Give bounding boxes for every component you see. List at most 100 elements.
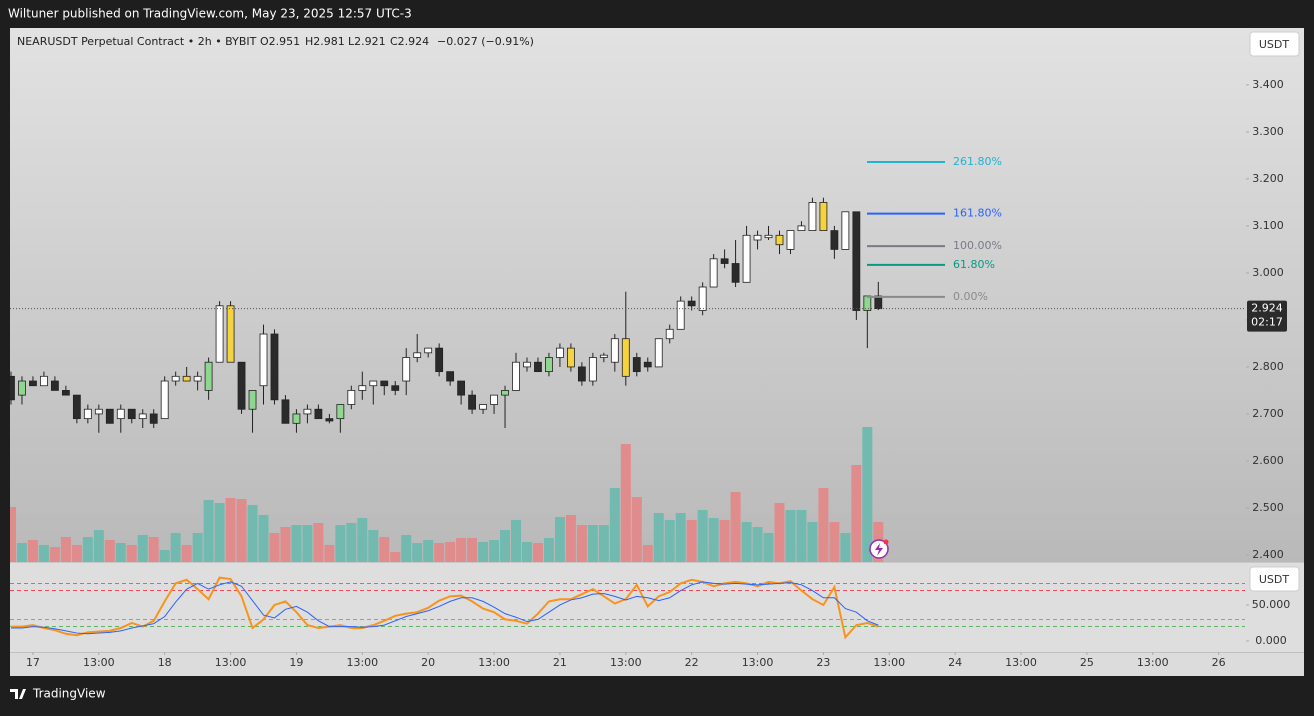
y-tick-label: 50.000	[1252, 598, 1291, 611]
volume-bar	[851, 465, 862, 562]
volume-bar	[269, 533, 280, 562]
candle-body	[336, 404, 345, 420]
countdown: 02:17	[1251, 316, 1283, 329]
legend: NEARUSDT Perpetual Contract • 2h • BYBIT…	[17, 35, 534, 48]
volume-bar	[280, 527, 291, 562]
volume-bar	[170, 533, 181, 562]
candle-body	[556, 347, 564, 358]
volume-bar	[27, 540, 38, 562]
volume-bar	[456, 538, 467, 562]
volume-bar	[368, 530, 379, 562]
volume-bar	[620, 444, 631, 562]
volume-bar	[49, 547, 60, 562]
y-tick-label: 2.800	[1252, 360, 1284, 373]
change: −0.027 (−0.91%)	[437, 35, 534, 48]
candle-body	[841, 211, 850, 250]
candle-body	[709, 258, 718, 288]
symbol-title: NEARUSDT Perpetual Contract • 2h • BYBIT	[17, 35, 257, 48]
volume-bar	[796, 510, 807, 562]
fib-label: 100.00%	[953, 239, 1002, 252]
publisher: Wiltuner published on TradingView.com, M…	[8, 7, 412, 21]
volume-bar	[82, 537, 93, 562]
volume-bar	[148, 537, 159, 562]
volume-bar	[412, 543, 423, 562]
currency: USDT	[1259, 38, 1290, 51]
x-tick-label: 13:00	[83, 656, 115, 669]
volume-bar	[587, 525, 598, 562]
volume-bar	[818, 488, 829, 562]
volume-bar	[763, 533, 774, 562]
candle-body	[720, 258, 729, 264]
volume-bar	[719, 520, 730, 562]
volume-bar	[543, 538, 554, 562]
candle-body	[599, 354, 608, 358]
candle-body	[468, 394, 476, 410]
candle-body	[457, 380, 466, 396]
volume-bar	[214, 503, 225, 562]
volume-bar	[434, 543, 445, 562]
brand: TradingView	[32, 687, 106, 701]
volume-bar	[104, 540, 115, 562]
candle-body	[863, 295, 872, 311]
volume-bar	[467, 538, 478, 562]
footer: TradingView	[10, 687, 106, 701]
candle-body	[116, 408, 125, 420]
y-tick-label: 2.500	[1252, 501, 1284, 514]
candle-body	[698, 286, 707, 311]
candle-body	[193, 375, 202, 382]
ohlc-open: O2.951	[260, 35, 300, 48]
candle-body	[226, 305, 235, 363]
candle-body	[281, 399, 290, 424]
candle-body	[731, 263, 740, 283]
candle-body	[94, 408, 103, 415]
volume-bar	[576, 525, 587, 562]
x-tick-label: 23	[816, 656, 830, 669]
x-tick-label: 22	[685, 656, 699, 669]
x-tick-label: 18	[158, 656, 172, 669]
x-tick-label: 13:00	[346, 656, 378, 669]
volume-bar	[489, 540, 500, 562]
candle-body	[523, 361, 531, 368]
volume-bar	[423, 540, 434, 562]
x-tick-label: 21	[553, 656, 567, 669]
candle-body	[259, 333, 268, 387]
candle-body	[545, 357, 553, 373]
fib-label: 161.80%	[953, 207, 1002, 220]
volume-bar	[159, 550, 170, 562]
volume-bar	[192, 533, 203, 562]
candle-body	[40, 375, 48, 387]
volume-bar	[609, 488, 620, 562]
volume-bar	[829, 522, 840, 562]
candle-body	[808, 201, 817, 232]
last-price-box	[1247, 300, 1287, 332]
candle-body	[797, 225, 806, 232]
y-tick-label: 3.000	[1252, 266, 1284, 279]
volume-bar	[675, 513, 686, 562]
currency-button[interactable]	[1249, 566, 1300, 592]
candle-body	[577, 366, 586, 382]
candle-body	[852, 211, 861, 311]
x-tick-label: 13:00	[478, 656, 510, 669]
volume-bar	[390, 552, 401, 562]
candle-body	[819, 201, 828, 232]
currency-button[interactable]	[1249, 31, 1300, 57]
volume-bar	[10, 507, 16, 562]
y-tick-label: 2.700	[1252, 407, 1284, 420]
volume-bar	[291, 525, 302, 562]
x-tick-label: 13:00	[215, 656, 247, 669]
y-tick-label: 3.100	[1252, 219, 1284, 232]
alert-icon	[869, 539, 889, 559]
volume-bar	[511, 520, 522, 562]
candle-body	[676, 300, 685, 330]
candle-body	[160, 380, 169, 420]
volume-bar	[565, 515, 576, 562]
candle-body	[182, 375, 191, 382]
fib-label: 261.80%	[953, 155, 1002, 168]
stoch-plot	[10, 576, 1245, 640]
x-tick-label: 13:00	[1005, 656, 1037, 669]
candle-body	[29, 380, 37, 387]
volume-bar	[16, 543, 27, 562]
candle-body	[435, 347, 444, 373]
candle-body	[347, 390, 356, 405]
volume-bar	[302, 525, 313, 562]
